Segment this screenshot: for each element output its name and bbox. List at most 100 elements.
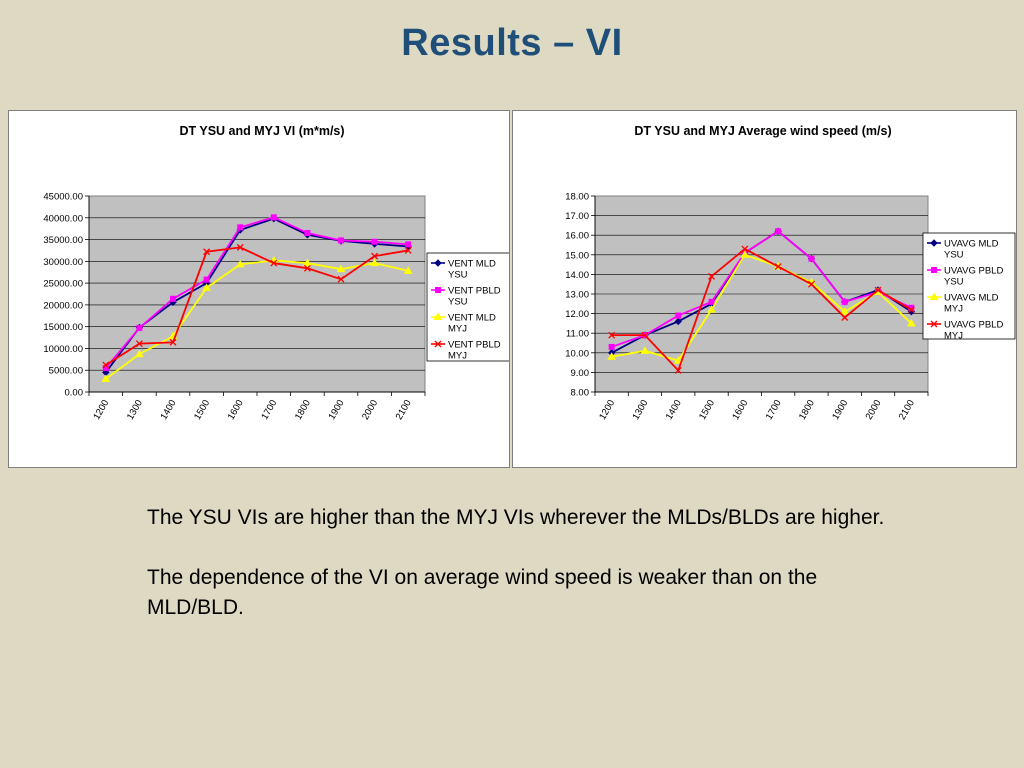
- x-tick-label: 2000: [360, 398, 380, 422]
- data-point: [169, 338, 177, 346]
- wind-speed-chart: DT YSU and MYJ Average wind speed (m/s) 8…: [565, 124, 1016, 422]
- series-line: [105, 216, 409, 369]
- series-line: [611, 247, 912, 373]
- data-point: [641, 331, 649, 339]
- y-tick-label: 13.00: [565, 290, 589, 301]
- data-point: [202, 283, 211, 291]
- data-point: [907, 306, 915, 314]
- x-tick-label: 1700: [259, 398, 279, 422]
- data-point: [101, 374, 111, 382]
- y-tick-label: 20000.00: [43, 300, 83, 311]
- x-tick-label: 1400: [159, 398, 179, 422]
- data-point: [135, 340, 143, 348]
- x-tick-label: 1900: [830, 398, 850, 422]
- data-point: [405, 241, 412, 248]
- data-point: [170, 295, 176, 302]
- data-point: [203, 276, 210, 283]
- x-tick-label: 2000: [864, 398, 884, 422]
- data-point: [608, 331, 616, 339]
- y-tick-label: 30000.00: [43, 257, 83, 268]
- data-point: [371, 252, 379, 260]
- data-point: [303, 264, 311, 272]
- x-tick-label: 1500: [697, 398, 717, 422]
- paragraph-2: The dependence of the VI on average wind…: [147, 566, 818, 619]
- x-tick-label: 1800: [797, 398, 817, 422]
- y-tick-label: 5000.00: [49, 366, 83, 377]
- legend-marker: [930, 320, 938, 328]
- legend-marker: [434, 340, 442, 348]
- legend-label: UVAVG MLD MYJ: [944, 293, 999, 315]
- y-tick-label: 12.00: [565, 309, 589, 320]
- data-point: [740, 250, 750, 258]
- chart-title: DT YSU and MYJ Average wind speed (m/s): [634, 124, 891, 138]
- legend-label: VENT PBLD MYJ: [448, 340, 501, 362]
- chart-title: DT YSU and MYJ VI (m*m/s): [179, 124, 344, 138]
- series-line: [611, 253, 912, 362]
- x-tick-label: 1500: [192, 398, 212, 422]
- y-tick-label: 15000.00: [43, 322, 83, 333]
- data-point: [336, 264, 346, 273]
- x-tick-label: 2100: [394, 398, 414, 422]
- x-tick-label: 1600: [226, 398, 246, 422]
- plot-area: [88, 195, 426, 393]
- y-tick-label: 9.00: [571, 368, 590, 379]
- data-point: [303, 258, 312, 267]
- y-tick-label: 35000.00: [43, 235, 83, 246]
- series-line: [105, 246, 409, 366]
- series-line: [105, 259, 409, 380]
- x-tick-label: 1900: [327, 398, 347, 422]
- y-tick-label: 0.00: [65, 388, 84, 399]
- series-line: [611, 230, 912, 348]
- y-tick-label: 17.00: [565, 211, 589, 222]
- legend: [922, 232, 1016, 340]
- data-point: [708, 272, 716, 280]
- x-tick-label: 1800: [293, 398, 313, 422]
- y-tick-label: 40000.00: [43, 213, 83, 224]
- body-text: The YSU VIs are higher than the MYJ VIs …: [147, 503, 907, 653]
- y-tick-label: 18.00: [565, 192, 589, 203]
- data-point: [136, 324, 143, 331]
- data-point: [237, 224, 244, 231]
- legend-marker: [929, 292, 939, 300]
- data-point: [102, 361, 110, 369]
- data-point: [337, 275, 345, 283]
- paragraph-1: The YSU VIs are higher than the MYJ VIs …: [147, 506, 885, 529]
- data-point: [708, 298, 715, 305]
- data-point: [640, 346, 650, 354]
- x-tick-label: 1700: [764, 398, 784, 422]
- x-tick-label: 2100: [897, 398, 917, 422]
- legend-label: UVAVG MLD YSU: [944, 239, 999, 261]
- x-tick-label: 1300: [125, 398, 145, 422]
- legend: [426, 252, 509, 362]
- data-point: [235, 259, 245, 268]
- legend-marker: [435, 287, 441, 293]
- legend-label: UVAVG PBLD YSU: [944, 266, 1003, 288]
- wind-speed-chart-panel: DT YSU and MYJ Average wind speed (m/s) 8…: [512, 110, 1017, 468]
- slide-title: Results – VI: [401, 22, 623, 64]
- legend-marker: [434, 259, 442, 267]
- data-point: [707, 305, 716, 313]
- y-tick-label: 16.00: [565, 231, 589, 242]
- data-point: [135, 349, 144, 358]
- y-tick-label: 25000.00: [43, 279, 83, 290]
- data-point: [236, 243, 244, 251]
- x-tick-label: 1300: [630, 398, 650, 422]
- vi-chart-panel: DT YSU and MYJ VI (m*m/s) 0.00 5000.00 1000…: [8, 110, 510, 468]
- legend-marker: [930, 239, 938, 247]
- data-point: [841, 298, 848, 305]
- legend-label: VENT MLD MYJ: [448, 313, 496, 335]
- data-point: [203, 248, 211, 256]
- legend-label: UVAVG PBLD MYJ: [944, 320, 1003, 342]
- data-point: [338, 237, 344, 244]
- y-tick-label: 14.00: [565, 270, 589, 281]
- x-tick-label: 1400: [664, 398, 684, 422]
- data-point: [673, 356, 683, 364]
- y-tick-label: 15.00: [565, 250, 589, 261]
- data-point: [841, 314, 849, 321]
- data-point: [270, 214, 277, 221]
- y-tick-label: 10.00: [565, 348, 589, 359]
- data-point: [808, 255, 815, 262]
- legend-marker: [931, 267, 937, 273]
- y-tick-label: 8.00: [571, 388, 590, 399]
- y-tick-label: 10000.00: [43, 344, 83, 355]
